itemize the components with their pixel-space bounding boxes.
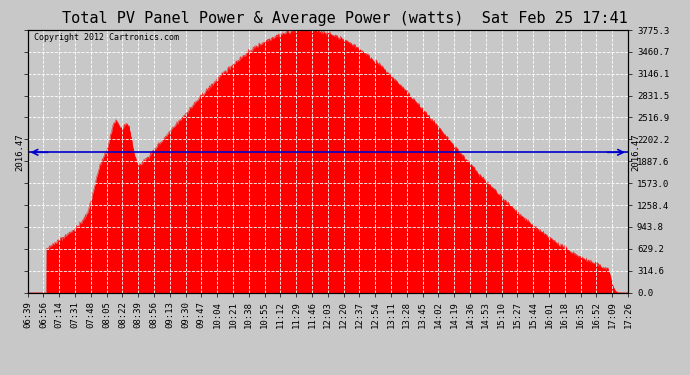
- Text: 2016.47: 2016.47: [631, 134, 640, 171]
- Text: 2016.47: 2016.47: [16, 134, 25, 171]
- Text: Copyright 2012 Cartronics.com: Copyright 2012 Cartronics.com: [34, 33, 179, 42]
- Text: Total PV Panel Power & Average Power (watts)  Sat Feb 25 17:41: Total PV Panel Power & Average Power (wa…: [62, 11, 628, 26]
